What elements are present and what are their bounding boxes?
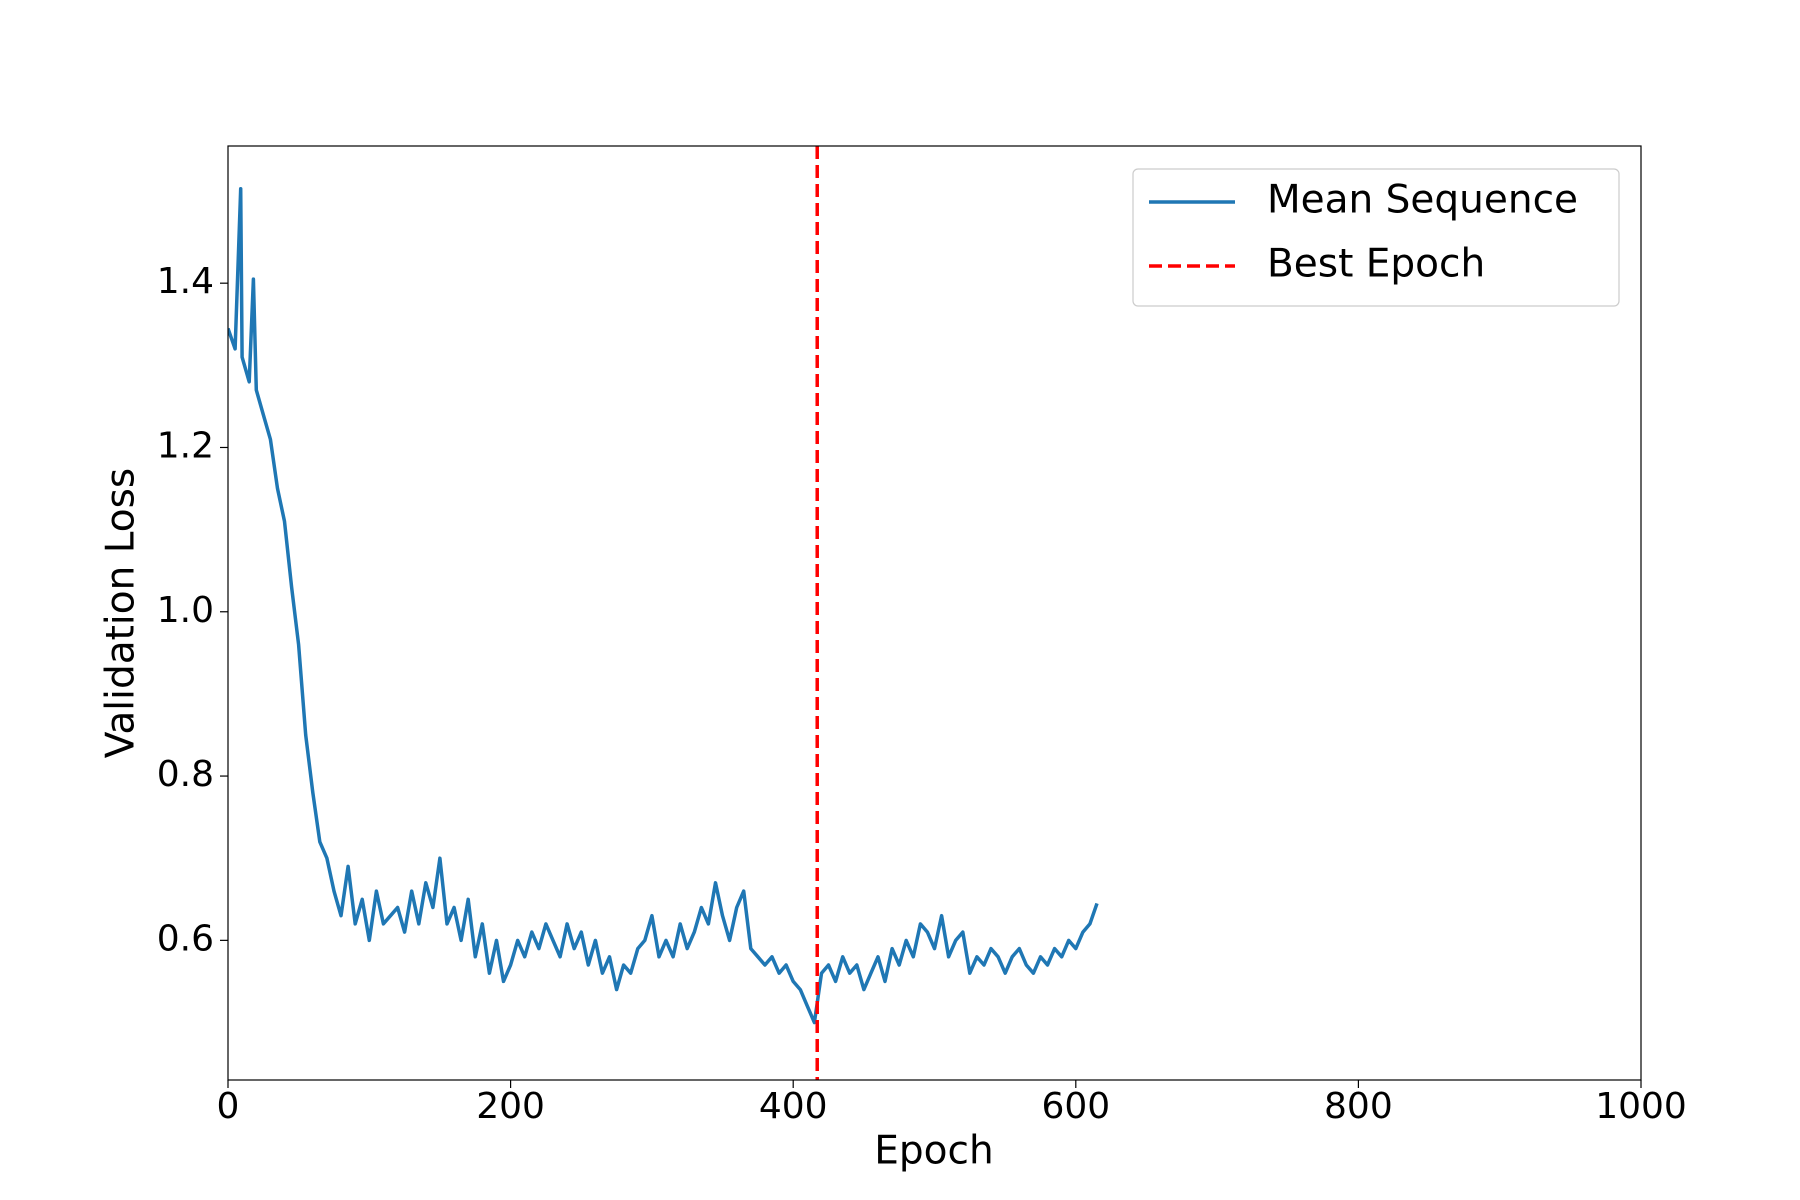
y-tick-label: 1.0	[157, 590, 214, 631]
line-series	[228, 186, 1099, 1025]
y-tick-label: 0.8	[157, 754, 214, 795]
x-tick-label: 800	[1324, 1086, 1393, 1127]
x-tick-label: 200	[476, 1086, 545, 1127]
x-tick-label: 0	[217, 1086, 240, 1127]
legend-label: Mean Sequence	[1267, 178, 1578, 223]
y-tick-label: 0.6	[157, 918, 214, 959]
y-tick-label: 1.2	[157, 425, 214, 466]
x-tick-label: 1000	[1595, 1086, 1687, 1127]
legend-label: Best Epoch	[1267, 242, 1485, 287]
x-axis-label: Epoch	[874, 1129, 993, 1174]
x-tick-label: 400	[759, 1086, 828, 1127]
legend-box	[1132, 168, 1620, 307]
x-tick-label: 600	[1041, 1086, 1110, 1127]
plot-frame	[227, 145, 1642, 1081]
y-tick-label: 1.4	[157, 261, 214, 302]
y-axis-label: Validation Loss	[99, 468, 144, 759]
